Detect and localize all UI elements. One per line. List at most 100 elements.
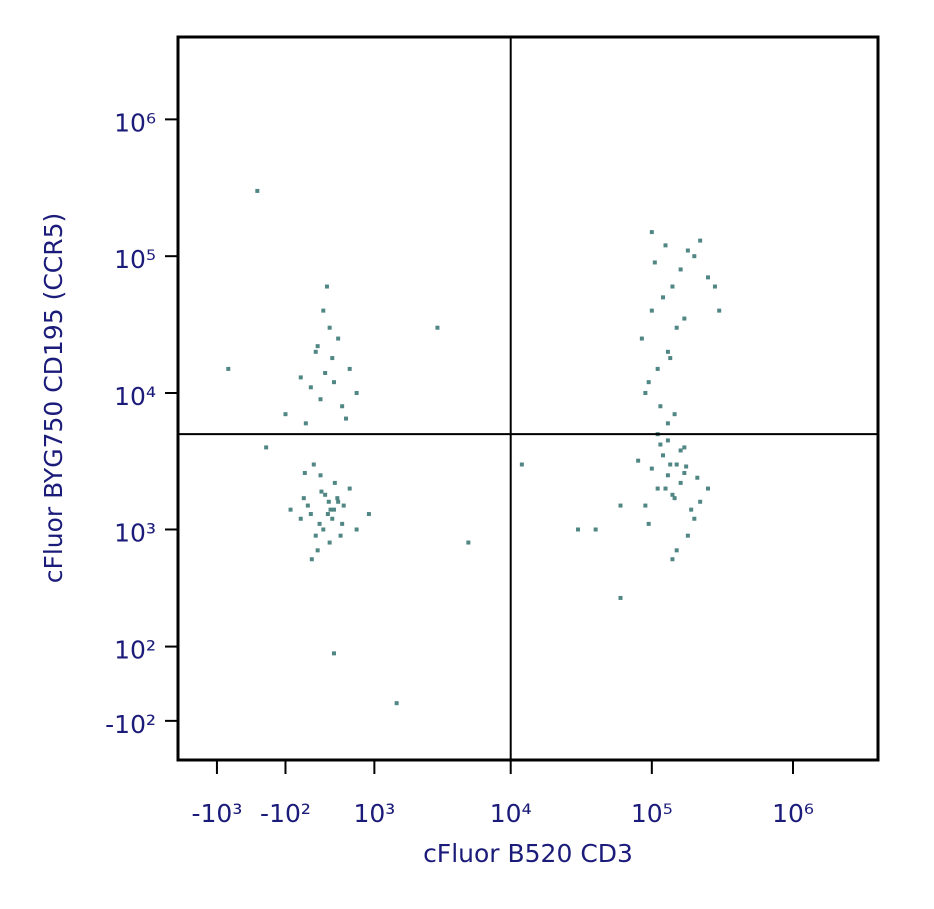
point: [593, 527, 598, 532]
plot-marks: [226, 188, 722, 706]
point: [347, 486, 352, 491]
point: [663, 243, 668, 248]
point: [692, 516, 697, 521]
y-tick-label: 10³: [114, 518, 156, 547]
point: [639, 336, 644, 341]
point: [658, 442, 663, 447]
x-tick-label: -10³: [192, 799, 243, 828]
point: [649, 230, 654, 235]
point: [327, 325, 332, 330]
point: [695, 475, 700, 480]
point: [354, 390, 359, 395]
point: [319, 489, 324, 494]
point: [649, 466, 654, 471]
point: [331, 651, 336, 656]
y-tick-label: 10²: [114, 636, 156, 665]
point: [663, 486, 668, 491]
point: [674, 548, 679, 553]
point: [618, 595, 623, 600]
point: [336, 336, 341, 341]
point: [264, 445, 269, 450]
point: [255, 188, 260, 193]
point: [305, 503, 310, 508]
point: [354, 527, 359, 532]
point: [325, 512, 330, 517]
point: [678, 480, 683, 485]
point: [344, 416, 349, 421]
y-tick-label: 10⁶: [114, 108, 156, 137]
point: [665, 438, 670, 443]
y-tick-label: 10⁵: [114, 245, 156, 274]
y-tick-label: 10⁴: [114, 382, 156, 411]
point: [706, 275, 711, 280]
point: [324, 284, 329, 289]
point: [717, 308, 722, 313]
point: [435, 325, 440, 330]
point: [674, 325, 679, 330]
point: [576, 527, 581, 532]
point: [706, 486, 711, 491]
point: [313, 533, 318, 538]
point: [303, 421, 308, 426]
point: [331, 507, 336, 512]
point: [668, 356, 673, 361]
point: [323, 371, 328, 376]
point: [655, 366, 660, 371]
point: [327, 540, 332, 545]
point: [298, 516, 303, 521]
x-tick-label: -10²: [260, 799, 311, 828]
x-axis-title: cFluor B520 CD3: [423, 839, 633, 868]
point: [670, 284, 675, 289]
point: [649, 308, 654, 313]
point: [643, 390, 648, 395]
point: [321, 308, 326, 313]
point: [692, 254, 697, 259]
point: [330, 516, 335, 521]
point: [670, 557, 675, 562]
point: [340, 521, 345, 526]
point: [332, 480, 337, 485]
point: [682, 470, 687, 475]
point: [315, 344, 320, 349]
point: [336, 499, 341, 504]
point: [685, 533, 690, 538]
point: [366, 512, 371, 517]
point: [636, 458, 641, 463]
point: [678, 448, 683, 453]
point: [646, 521, 651, 526]
point: [301, 496, 306, 501]
point: [331, 380, 336, 385]
point: [658, 404, 663, 409]
point: [335, 496, 340, 501]
point: [341, 503, 346, 508]
point: [618, 503, 623, 508]
point: [323, 492, 328, 497]
point: [643, 503, 648, 508]
point: [689, 507, 694, 512]
point: [672, 412, 677, 417]
point: [309, 557, 314, 562]
point: [665, 421, 670, 426]
point: [712, 284, 717, 289]
point: [698, 238, 703, 243]
point: [302, 470, 307, 475]
point: [661, 295, 666, 300]
point: [340, 404, 345, 409]
y-axis-title: cFluor BYG750 CD195 (CCR5): [39, 213, 68, 584]
plot-frame: [176, 35, 880, 762]
point: [298, 375, 303, 380]
point: [652, 260, 657, 265]
x-tick-label: 10⁵: [631, 799, 673, 828]
point: [665, 349, 670, 354]
x-tick-label: 10³: [353, 799, 395, 828]
point: [328, 507, 333, 512]
point: [670, 492, 675, 497]
point: [317, 521, 322, 526]
point: [326, 499, 331, 504]
point: [646, 380, 651, 385]
point: [682, 316, 687, 321]
point: [685, 248, 690, 253]
point: [318, 397, 323, 402]
point: [308, 512, 313, 517]
